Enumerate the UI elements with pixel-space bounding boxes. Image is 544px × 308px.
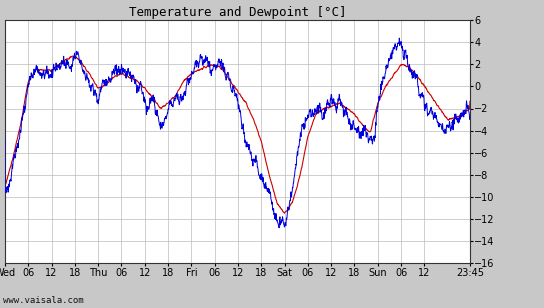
Text: www.vaisala.com: www.vaisala.com — [3, 296, 83, 305]
Title: Temperature and Dewpoint [°C]: Temperature and Dewpoint [°C] — [129, 6, 346, 19]
